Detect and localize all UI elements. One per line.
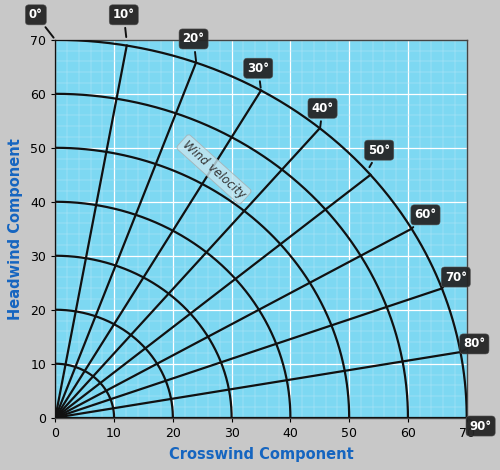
Text: 90°: 90° [469, 419, 492, 432]
Text: 70°: 70° [442, 271, 467, 288]
Text: 20°: 20° [182, 32, 204, 61]
Text: 50°: 50° [368, 144, 390, 167]
Text: Wind velocity: Wind velocity [180, 138, 248, 201]
Text: 10°: 10° [113, 8, 135, 37]
Text: 40°: 40° [312, 102, 334, 128]
Text: 80°: 80° [463, 337, 485, 351]
Text: 30°: 30° [247, 62, 269, 88]
Text: 60°: 60° [412, 208, 436, 229]
X-axis label: Crosswind Component: Crosswind Component [168, 446, 354, 462]
Text: 0°: 0° [29, 8, 54, 38]
Y-axis label: Headwind Component: Headwind Component [8, 138, 24, 320]
